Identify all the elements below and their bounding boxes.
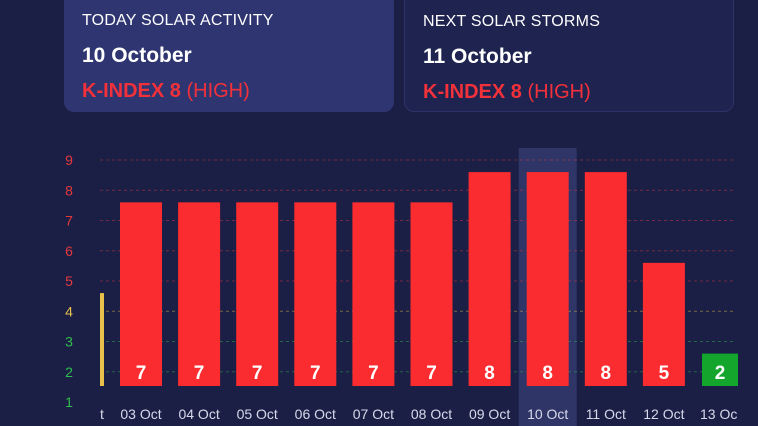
kindex-bar-chart: 9 8 7 6 5 4 3 2 1 7 7 7 7 7 7 8 8 8 5 2 t 03 Oct 04 Oct 05 Oct 0…: [65, 148, 738, 426]
x-tick-label: 13 Oc: [700, 406, 737, 422]
bar-value-label: 8: [542, 363, 553, 384]
bar-10-oct: [526, 172, 569, 386]
x-tick-label: 12 Oct: [643, 406, 684, 422]
bar-value-label: 5: [659, 363, 670, 384]
x-tick-label: t: [100, 406, 104, 422]
today-kindex-level: (HIGH): [186, 80, 250, 102]
today-card-date: 10 October: [82, 44, 192, 67]
next-kindex-level: (HIGH): [527, 81, 591, 103]
bar-04-oct: [178, 202, 221, 386]
bar-value-label: 8: [484, 363, 495, 384]
bar-06-oct: [294, 202, 337, 386]
bar-value-label: 7: [136, 363, 147, 384]
today-solar-activity-card: TODAY SOLAR ACTIVITY 10 October K-INDEX …: [64, 0, 394, 112]
bar-value-label: 7: [252, 363, 263, 384]
kindex-chart: 9 8 7 6 5 4 3 2 1 7 7 7 7 7 7 8 8 8 5 2 t 03 Oct 04 Oct 05 Oct 0…: [0, 140, 758, 426]
bar-11-oct: [584, 172, 627, 386]
x-tick-label: 03 Oct: [120, 406, 161, 422]
bar-03-oct: [120, 202, 162, 386]
today-card-kindex: K-INDEX 8 (HIGH): [82, 80, 376, 103]
next-kindex-value: K-INDEX 8: [423, 81, 522, 103]
bar-05-oct: [236, 202, 279, 386]
bar-value-label: 2: [715, 363, 726, 384]
bar-value-label: 7: [194, 363, 205, 384]
next-card-kindex: K-INDEX 8 (HIGH): [423, 81, 715, 104]
x-tick-label: 11 Oct: [586, 406, 626, 422]
bar-t: [100, 293, 104, 386]
bar-value-label: 7: [310, 363, 321, 384]
y-tick-label: 1: [65, 394, 73, 410]
bar-13-oc: [702, 353, 738, 386]
x-tick-label: 07 Oct: [353, 406, 394, 422]
y-tick-label: 4: [65, 303, 73, 319]
x-tick-label: 09 Oct: [469, 406, 510, 422]
y-tick-label: 3: [65, 334, 73, 350]
y-tick-label: 9: [65, 152, 73, 168]
y-tick-label: 8: [65, 182, 73, 198]
x-tick-label: 06 Oct: [295, 406, 336, 422]
bar-09-oct: [468, 172, 511, 386]
bar-value-label: 7: [426, 363, 437, 384]
x-tick-label: 04 Oct: [178, 406, 219, 422]
bar-value-label: 7: [368, 363, 379, 384]
y-tick-label: 5: [65, 273, 73, 289]
y-tick-label: 6: [65, 243, 73, 259]
next-card-date: 11 October: [423, 45, 532, 68]
next-card-label: NEXT SOLAR STORMS: [423, 13, 601, 30]
y-tick-label: 7: [65, 213, 73, 229]
x-tick-label: 08 Oct: [411, 406, 452, 422]
x-tick-label: 05 Oct: [237, 406, 278, 422]
y-tick-label: 2: [65, 364, 73, 380]
bar-12-oct: [642, 262, 685, 386]
today-kindex-value: K-INDEX 8: [82, 80, 181, 102]
next-solar-storms-card: NEXT SOLAR STORMS 11 October K-INDEX 8 (…: [404, 0, 734, 112]
x-tick-label: 10 Oct: [527, 406, 568, 422]
today-card-label: TODAY SOLAR ACTIVITY: [82, 12, 274, 29]
bar-07-oct: [352, 202, 395, 386]
bar-08-oct: [410, 202, 453, 386]
bar-value-label: 8: [601, 363, 612, 384]
